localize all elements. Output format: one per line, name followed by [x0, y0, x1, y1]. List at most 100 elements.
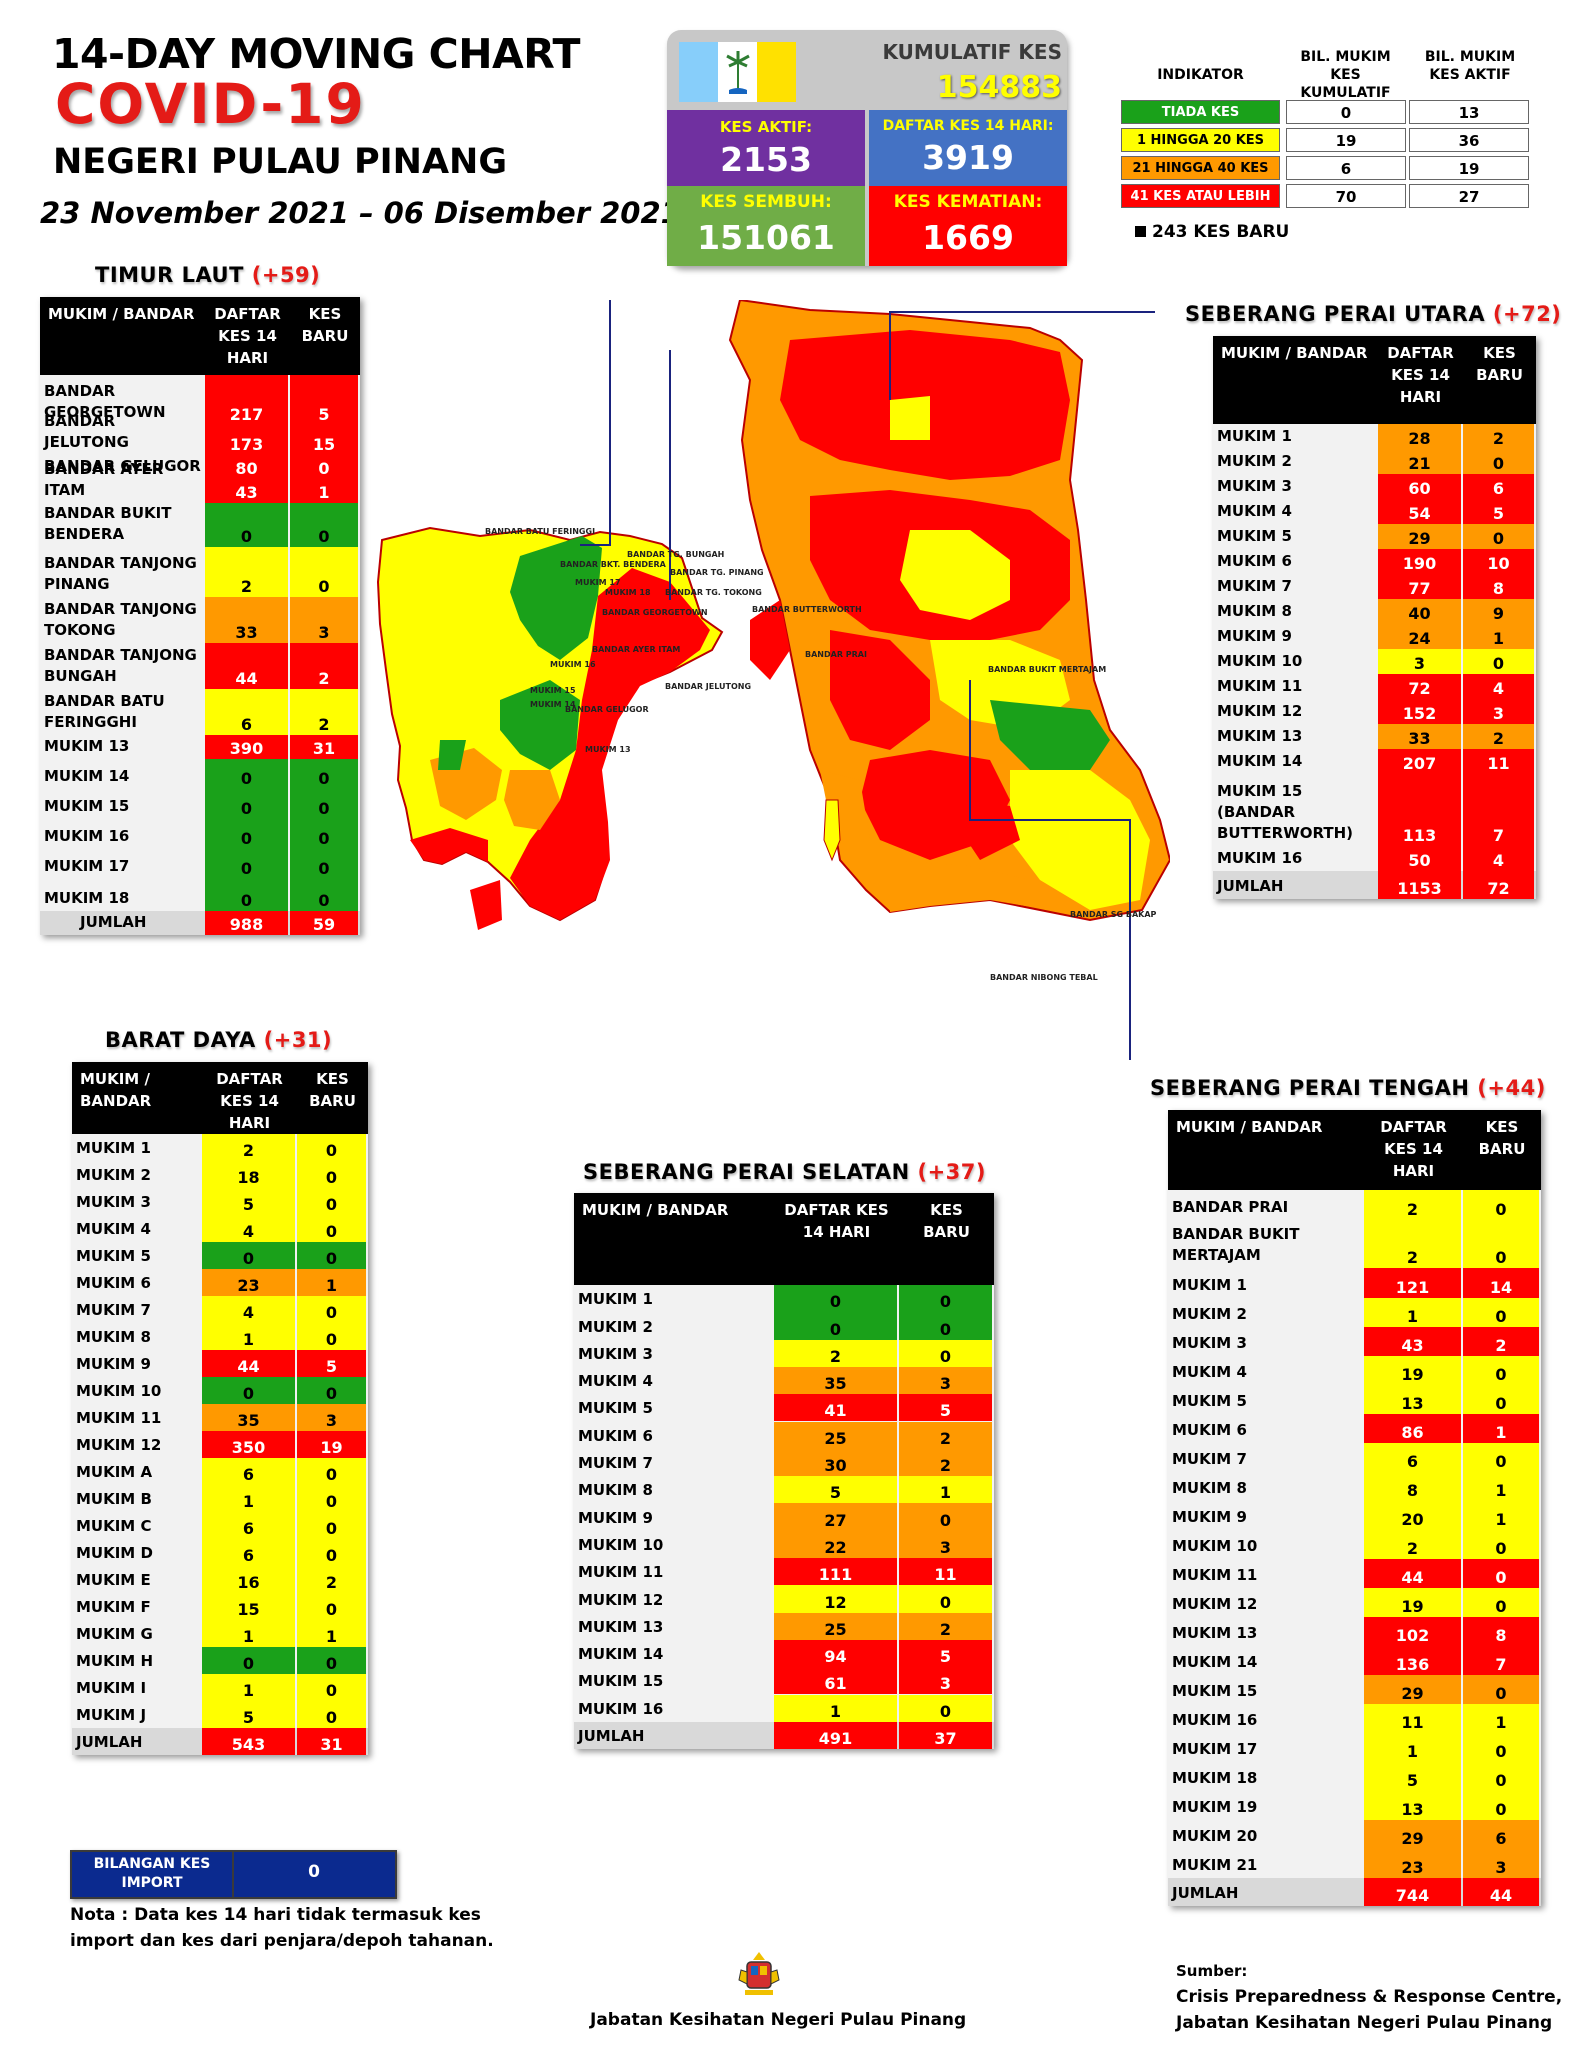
row-new-cases: 3: [290, 597, 358, 643]
row-14day-cases: 2: [1364, 1530, 1461, 1559]
table-row: BANDAR TANJONG TOKONG 33 3: [40, 597, 360, 643]
row-area-name: BANDAR AYER ITAM: [44, 460, 164, 499]
row-area-name: MUKIM 12: [578, 1590, 664, 1609]
row-new-cases: 0: [899, 1285, 992, 1313]
seberang-perai-tengah-table: MUKIM / BANDAR DAFTAR KES 14 HARI KES BARU…: [1168, 1110, 1541, 1906]
table-row: MUKIM 17 0 0: [40, 849, 360, 879]
table-row: MUKIM 10 22 3: [574, 1530, 994, 1558]
row-area-name: MUKIM 7: [1172, 1450, 1247, 1468]
penang-map: [376, 300, 1170, 1060]
row-area-name: BANDAR TANJONG BUNGAH: [44, 646, 197, 685]
import-label: BILANGAN KES IMPORT: [93, 1856, 211, 1891]
row-area-name: MUKIM 20: [1172, 1827, 1258, 1845]
row-new-cases: 0: [297, 1674, 366, 1701]
col-header-14day: DAFTAR KES 14 HARI: [216, 1070, 283, 1132]
table-row: MUKIM 14 136 7: [1168, 1646, 1541, 1675]
table-row: MUKIM 1 28 2: [1213, 424, 1536, 449]
row-new-cases: 7: [1463, 774, 1534, 846]
table-row: MUKIM 4 35 3: [574, 1366, 994, 1395]
table-row: MUKIM 2 18 0: [72, 1161, 368, 1188]
row-area-name: MUKIM J: [76, 1706, 147, 1724]
map-label: MUKIM 15: [530, 686, 576, 695]
row-new-cases: 2: [1463, 1327, 1539, 1356]
row-14day-cases: 77: [1378, 574, 1461, 599]
map-label: BANDAR TG. BUNGAH: [627, 550, 725, 559]
row-new-cases: 59: [290, 911, 358, 935]
import-cases-box: BILANGAN KES IMPORT 0: [70, 1850, 397, 1899]
district-name: SEBERANG PERAI TENGAH: [1150, 1076, 1478, 1100]
row-new-cases: 2: [899, 1421, 992, 1449]
table-row: MUKIM 18 0 0: [40, 879, 360, 911]
row-14day-cases: 16: [202, 1566, 295, 1593]
col-header-14day: DAFTAR KES 14 HARI: [1387, 344, 1454, 406]
row-new-cases: 6: [1463, 1820, 1539, 1849]
table-row: MUKIM 11 44 0: [1168, 1559, 1541, 1588]
row-new-cases: 0: [899, 1694, 992, 1722]
row-area-name: MUKIM 7: [76, 1301, 151, 1319]
row-14day-cases: 29: [1378, 524, 1461, 549]
table-row: MUKIM 13 25 2: [574, 1612, 994, 1640]
row-new-cases: 37: [899, 1721, 992, 1750]
indicator-cumulative-count: 0: [1286, 100, 1406, 124]
col-header-new: KES BARU: [1476, 344, 1523, 384]
row-area-name: MUKIM 10: [1217, 652, 1303, 670]
row-new-cases: 0: [1463, 1298, 1539, 1327]
district-name: SEBERANG PERAI SELATAN: [583, 1160, 918, 1184]
table-row: MUKIM 12 19 0: [1168, 1588, 1541, 1617]
table-row: MUKIM 14 94 5: [574, 1639, 994, 1668]
row-area-name: MUKIM 12: [1172, 1595, 1258, 1613]
row-new-cases: 0: [1463, 1675, 1539, 1704]
row-area-name: MUKIM 9: [76, 1355, 151, 1373]
row-new-cases: 0: [1463, 1220, 1539, 1268]
table-row: BANDAR AYER ITAM 43 1: [40, 460, 360, 503]
row-area-name: MUKIM 12: [1217, 702, 1303, 720]
row-area-name: BANDAR JELUTONG: [44, 412, 129, 451]
row-14day-cases: 94: [774, 1639, 897, 1668]
row-new-cases: 0: [1463, 1385, 1539, 1414]
row-new-cases: 5: [899, 1639, 992, 1668]
row-14day-cases: 22: [774, 1530, 897, 1558]
row-new-cases: 0: [297, 1539, 366, 1566]
table-row: BANDAR BUKIT MERTAJAM 2 0: [1168, 1220, 1541, 1268]
table-row: MUKIM 12 152 3: [1213, 699, 1536, 724]
table-row: MUKIM 12 350 19: [72, 1431, 368, 1458]
row-14day-cases: 27: [774, 1503, 897, 1531]
row-new-cases: 1: [1463, 1501, 1539, 1530]
row-new-cases: 2: [1463, 424, 1534, 449]
row-area-name: BANDAR GEORGETOWN: [44, 382, 166, 421]
row-area-name: MUKIM 1: [76, 1139, 151, 1157]
table-row: MUKIM 13 102 8: [1168, 1617, 1541, 1646]
row-area-name: MUKIM 5: [1217, 527, 1292, 545]
row-14day-cases: 113: [1378, 774, 1461, 846]
row-area-name: BANDAR TANJONG TOKONG: [44, 600, 197, 639]
row-area-name: MUKIM 4: [1217, 502, 1292, 520]
row-area-name: MUKIM 13: [578, 1617, 664, 1636]
table-row: MUKIM 18 5 0: [1168, 1762, 1541, 1791]
table-row: MUKIM 17 1 0: [1168, 1733, 1541, 1762]
recovered-value: 151061: [697, 218, 835, 257]
row-area-name: MUKIM 6: [1172, 1421, 1247, 1439]
row-14day-cases: 121: [1364, 1268, 1461, 1298]
row-area-name: MUKIM I: [76, 1679, 147, 1697]
indicator-row: 1 HINGGA 20 KES 19 36: [1121, 128, 1529, 152]
row-14day-cases: 173: [205, 425, 288, 455]
table-row: MUKIM 11 72 4: [1213, 674, 1536, 699]
row-14day-cases: 13: [1364, 1385, 1461, 1414]
row-new-cases: 1: [1463, 1414, 1539, 1443]
table-row: MUKIM 11 111 11: [574, 1558, 994, 1586]
row-14day-cases: 24: [1378, 624, 1461, 649]
row-14day-cases: 44: [205, 643, 288, 689]
district-new-cases: (+37): [917, 1160, 986, 1184]
row-14day-cases: 0: [774, 1285, 897, 1313]
department-footer: Jabatan Kesihatan Negeri Pulau Pinang: [590, 2010, 967, 2030]
row-area-name: MUKIM 4: [76, 1220, 151, 1238]
table-header: MUKIM / BANDAR DAFTAR KES 14 HARI KES BARU: [1213, 336, 1536, 424]
row-new-cases: 1: [1463, 1472, 1539, 1501]
row-new-cases: 31: [297, 1728, 366, 1755]
indicator-active-count: 19: [1409, 156, 1529, 180]
row-14day-cases: 152: [1378, 699, 1461, 724]
row-new-cases: 2: [899, 1448, 992, 1477]
